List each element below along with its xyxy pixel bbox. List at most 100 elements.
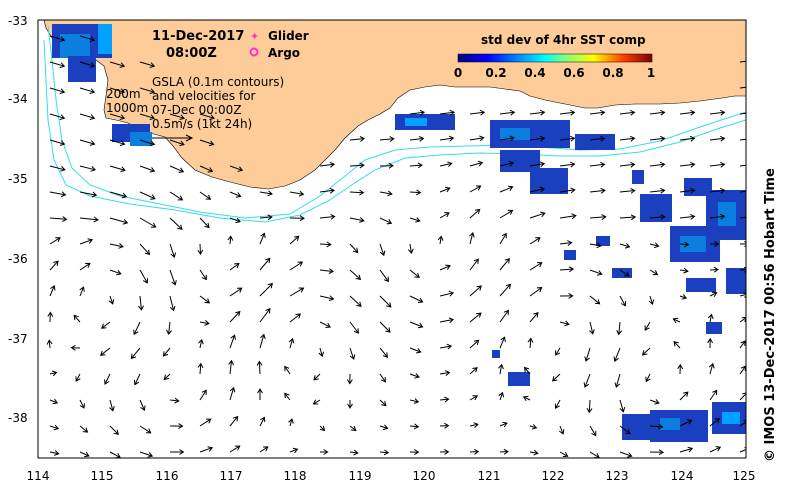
velocity-arrow	[649, 399, 660, 404]
velocity-arrow	[649, 269, 658, 276]
velocity-arrow	[499, 392, 503, 401]
velocity-arrow	[379, 138, 394, 141]
velocity-arrow-head	[533, 311, 539, 318]
velocity-arrow-head	[569, 161, 576, 168]
velocity-arrow-head	[201, 389, 207, 396]
velocity-arrow-head	[351, 425, 357, 431]
velocity-arrow	[199, 269, 207, 280]
velocity-arrow	[349, 295, 362, 307]
velocity-arrow-head	[589, 329, 595, 335]
velocity-arrow-head	[619, 406, 626, 413]
velocity-arrow-head	[567, 240, 573, 246]
velocity-arrow-head	[569, 135, 576, 142]
velocity-arrow	[409, 269, 420, 278]
velocity-arrow	[524, 367, 531, 375]
velocity-arrow-head	[386, 219, 393, 225]
velocity-arrow	[379, 295, 392, 308]
velocity-arrow-head	[630, 214, 637, 221]
velocity-arrow	[529, 338, 532, 349]
velocity-arrow	[679, 447, 693, 453]
velocity-arrow	[439, 345, 452, 349]
velocity-arrow	[739, 366, 746, 375]
velocity-arrow	[709, 363, 714, 375]
velocity-arrow	[259, 233, 265, 245]
velocity-arrow-head	[352, 247, 359, 254]
velocity-arrow	[229, 165, 243, 171]
velocity-arrow-head	[267, 190, 273, 197]
velocity-arrow	[709, 137, 725, 141]
velocity-arrow-head	[750, 110, 754, 115]
gsla-line-3: 07-Dec 00:00Z	[152, 103, 241, 117]
velocity-arrow-head	[178, 423, 184, 430]
velocity-arrow	[679, 137, 695, 141]
velocity-arrow	[199, 418, 212, 427]
velocity-arrow	[199, 113, 215, 119]
velocity-arrow-head	[235, 310, 241, 317]
velocity-arrow-head	[629, 109, 636, 116]
velocity-arrow-head	[660, 214, 666, 220]
velocity-arrow	[259, 283, 273, 297]
velocity-arrow	[679, 269, 688, 272]
velocity-arrow	[739, 317, 746, 323]
velocity-arrow	[319, 425, 325, 431]
velocity-arrow-head	[346, 379, 353, 385]
velocity-arrow-head	[473, 422, 479, 428]
velocity-arrow-head	[555, 350, 561, 356]
velocity-arrow	[109, 451, 121, 458]
velocity-arrow	[109, 139, 125, 145]
velocity-arrow-head	[312, 399, 319, 405]
gsla-line-1: GSLA (0.1m contours)	[152, 75, 284, 89]
velocity-arrow	[289, 448, 298, 453]
lon-tick: 118	[284, 469, 307, 483]
velocity-arrow	[139, 399, 145, 411]
velocity-arrow-head	[569, 109, 576, 116]
velocity-arrow	[559, 321, 570, 325]
velocity-arrow	[589, 321, 594, 334]
velocity-arrow-head	[445, 264, 451, 270]
velocity-arrow	[349, 321, 359, 334]
velocity-arrow-head	[539, 186, 546, 193]
velocity-arrow-head	[205, 194, 212, 200]
velocity-arrow	[499, 137, 515, 141]
velocity-arrow	[439, 398, 449, 401]
velocity-arrow-head	[47, 311, 54, 317]
velocity-arrow-head	[149, 167, 156, 173]
velocity-arrow	[379, 321, 391, 333]
velocity-arrow	[409, 191, 421, 194]
velocity-arrow-head	[559, 429, 565, 435]
velocity-arrow-head	[591, 430, 597, 437]
velocity-arrow-head	[475, 208, 481, 215]
velocity-arrow-head	[53, 424, 60, 431]
velocity-arrow	[589, 451, 600, 458]
velocity-arrow	[49, 113, 65, 119]
velocity-arrow	[199, 165, 213, 172]
velocity-arrow	[499, 258, 510, 271]
velocity-arrow-head	[539, 135, 546, 142]
velocity-arrow-head	[416, 189, 422, 196]
velocity-arrow-head	[414, 373, 420, 379]
velocity-arrow	[169, 139, 185, 146]
velocity-arrow	[469, 339, 480, 349]
velocity-arrow-head	[325, 322, 331, 328]
velocity-arrow	[588, 399, 591, 413]
velocity-arrow	[649, 216, 665, 219]
velocity-arrow	[584, 373, 591, 388]
argo-marker	[249, 47, 259, 57]
velocity-arrow-head	[711, 291, 718, 298]
velocity-arrow	[709, 189, 725, 193]
velocity-arrow-head	[55, 237, 61, 243]
velocity-arrow-head	[380, 377, 386, 383]
velocity-arrow-head	[641, 350, 648, 356]
velocity-arrow-head	[59, 140, 66, 146]
velocity-arrow-head	[382, 352, 388, 358]
velocity-arrow-head	[93, 216, 99, 223]
velocity-arrow-head	[616, 329, 623, 336]
velocity-arrow	[79, 165, 96, 171]
glider-marker: ✦	[250, 30, 259, 43]
velocity-arrow-head	[118, 243, 124, 249]
velocity-arrow-head	[87, 238, 94, 244]
velocity-arrow-head	[531, 424, 538, 430]
velocity-arrow	[319, 189, 335, 193]
velocity-arrow	[709, 111, 725, 115]
velocity-arrow	[49, 35, 65, 41]
